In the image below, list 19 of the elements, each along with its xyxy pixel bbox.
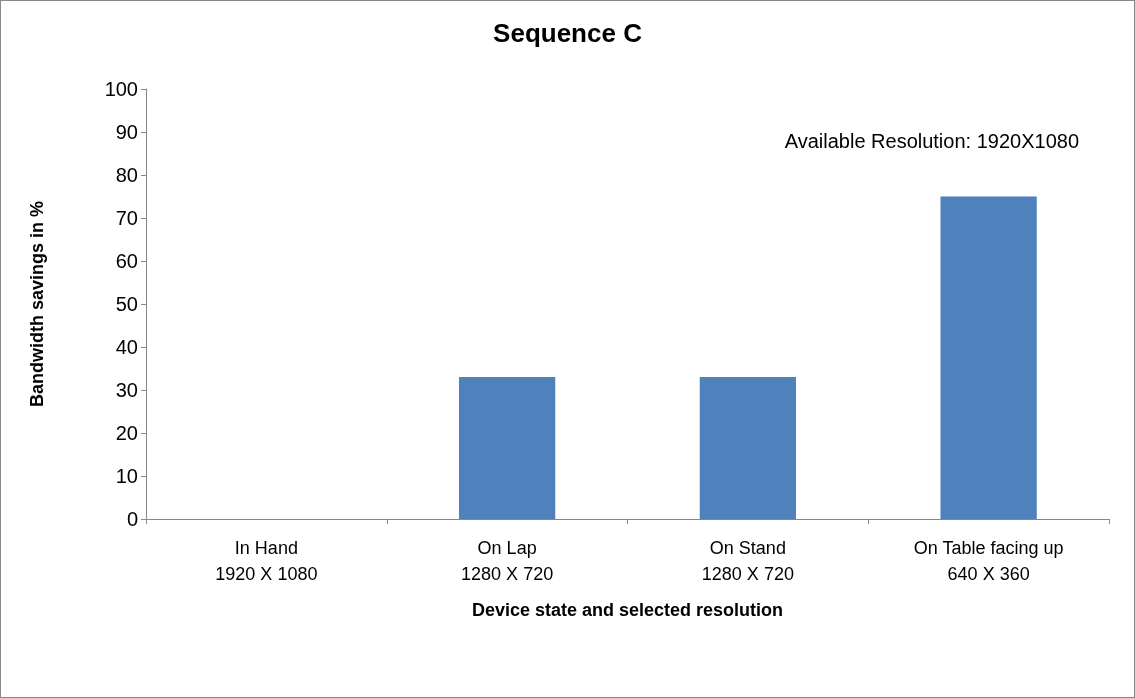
y-tick-label: 90 xyxy=(115,121,138,143)
y-tick-label: 0 xyxy=(126,508,138,530)
x-tick-label: In Hand 1920 X 1080 xyxy=(215,538,318,584)
x-tick-label: On Table facing up 640 X 360 xyxy=(913,538,1064,584)
y-axis-title: Bandwidth savings in % xyxy=(27,200,47,408)
y-tick-label: 20 xyxy=(115,422,138,444)
y-tick-label: 30 xyxy=(115,379,138,401)
y-tick-label: 50 xyxy=(115,293,138,315)
y-tick-label: 60 xyxy=(115,250,138,272)
x-tick-label: On Stand 1280 X 720 xyxy=(701,538,794,584)
y-tick-label: 10 xyxy=(115,465,138,487)
annotation: Available Resolution: 1920X1080 xyxy=(784,130,1079,152)
y-tick-label: 70 xyxy=(115,207,138,229)
x-axis-title: Device state and selected resolution xyxy=(471,600,784,620)
y-tick-label: 100 xyxy=(104,78,138,100)
chart-title: Sequence C xyxy=(493,18,643,48)
y-tick-label: 40 xyxy=(115,336,138,358)
x-tick-label: On Lap 1280 X 720 xyxy=(461,538,554,584)
y-tick-label: 80 xyxy=(115,164,138,186)
